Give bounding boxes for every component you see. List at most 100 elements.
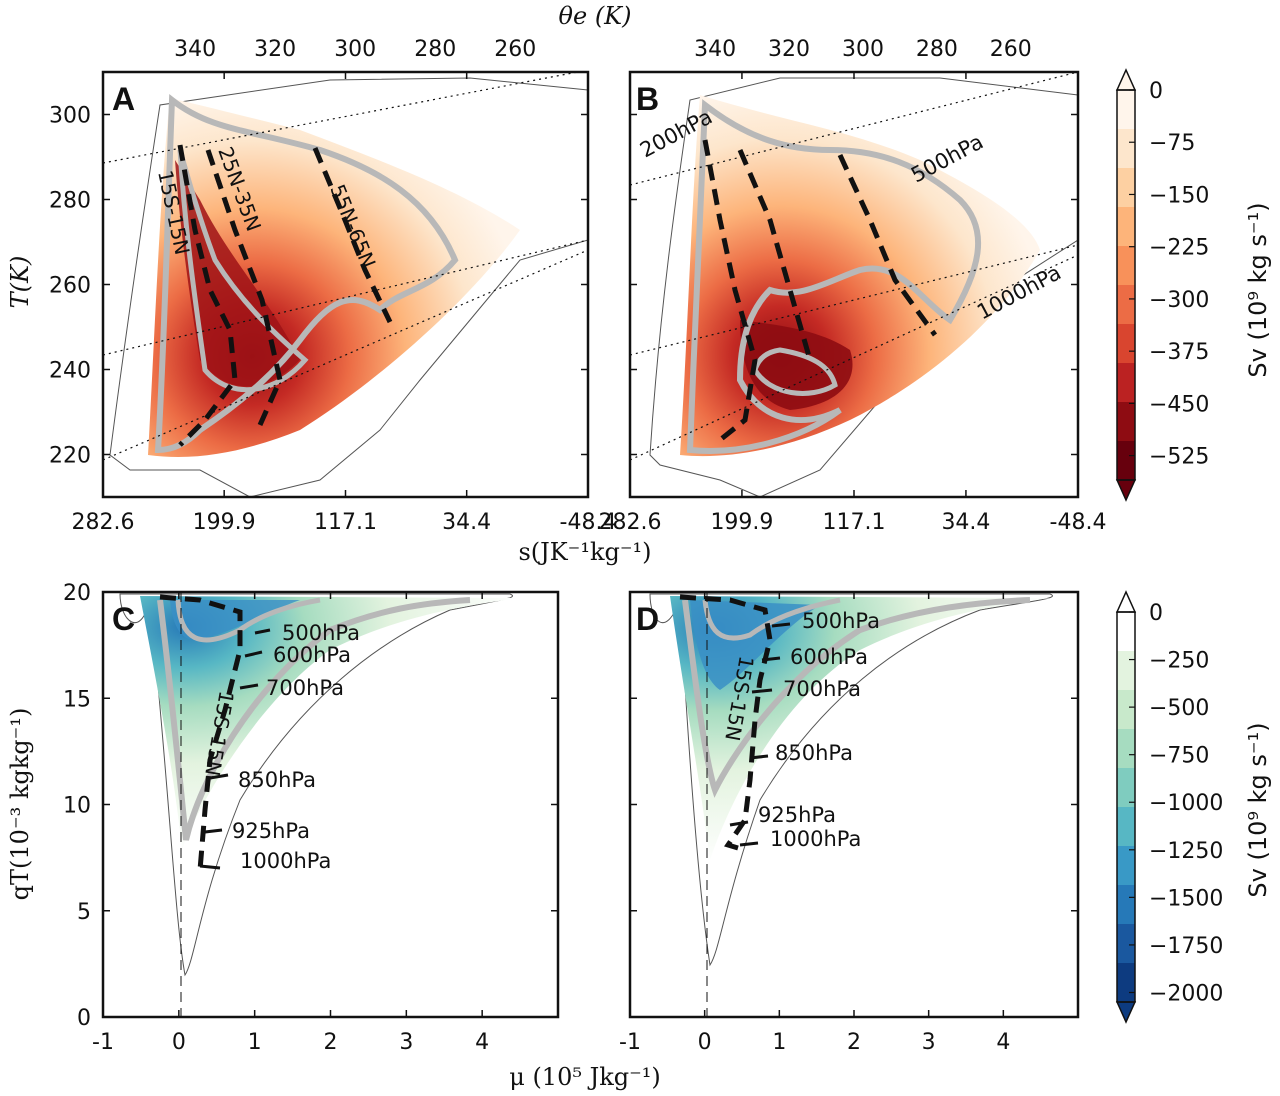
- panel-a-gray-contour: [154, 94, 459, 454]
- panel-b-dash-55n65n: [837, 153, 938, 337]
- panel-a-ytick-label: 260: [49, 274, 91, 299]
- colorbar-segment: [1117, 768, 1135, 808]
- colorbar-tick-label: −2000: [1149, 981, 1223, 1006]
- colorbar-segment: [1117, 924, 1135, 964]
- panel-c-annot-700: 700hPa: [266, 676, 344, 700]
- panel-d-core: [690, 600, 820, 690]
- panel-a-letter: A: [112, 81, 135, 117]
- panel-d-xtick-label: 1: [772, 1030, 786, 1055]
- panel-c-annot-925: 925hPa: [232, 819, 310, 843]
- colorbar-segment: [1117, 885, 1135, 925]
- panel-c-dash-1000: [199, 864, 221, 870]
- colorbar-tick-label: −300: [1149, 288, 1209, 313]
- panel-a-top-tick-label: 260: [494, 37, 536, 62]
- panel-d-xtick-label: 2: [847, 1030, 861, 1055]
- panel-c-dash-500: [254, 628, 271, 635]
- panel-a-dash-15s15n: [177, 144, 238, 447]
- colorbar-frame: [1116, 89, 1136, 481]
- panel-d-dash-1000: [739, 841, 759, 847]
- panel-d-gray-contour: [682, 597, 1031, 798]
- panel-d-dash-925: [729, 820, 749, 827]
- panel-d-gray-inner: [702, 597, 841, 641]
- panel-c-gray-inner: [175, 597, 321, 643]
- colorbar-segment: [1117, 402, 1135, 442]
- panel-d: [649, 592, 1053, 1017]
- colorbar-tick-label: −750: [1149, 744, 1209, 769]
- colorbar-tick-label: −1000: [1149, 791, 1223, 816]
- panel-a-outer-contour: [109, 77, 588, 497]
- colorbar-bottom-extend: [1115, 479, 1137, 502]
- panel-b-top-tick-label: 280: [916, 37, 958, 62]
- panel-a-top-tick-label: 280: [414, 37, 456, 62]
- panel-d-outer-contour: [649, 593, 1053, 967]
- panel-c-dash-600: [244, 650, 263, 658]
- panel-a-gray-contour-inner: [177, 149, 309, 393]
- panel-b-letter: B: [636, 81, 659, 117]
- colorbar-tick-label: 0: [1149, 79, 1163, 104]
- panel-a-xtick-label: 34.4: [442, 510, 491, 535]
- panel-d-xtick-label: 4: [996, 1030, 1010, 1055]
- panel-a-xtick-label: -48.4: [560, 510, 617, 535]
- panel-b-top-tick-label: 320: [768, 37, 810, 62]
- panel-a-dotted-1000: [103, 249, 588, 461]
- panel-d-dash-500: [771, 622, 791, 628]
- panel-c-core: [170, 600, 300, 640]
- colorbar-segment: [1117, 363, 1135, 403]
- panel-c-dash-925: [204, 828, 223, 834]
- colorbar-segment: [1117, 807, 1135, 847]
- colorbar-frame: [1116, 611, 1136, 1003]
- panel-b-xtick-label: 34.4: [941, 510, 990, 535]
- panel-b-xtick-label: 282.6: [599, 510, 662, 535]
- panel-c-annot-600: 600hPa: [273, 643, 351, 667]
- panel-c-ytick-label: 20: [63, 581, 91, 606]
- colorbar-segment: [1117, 690, 1135, 730]
- panel-d-dash-15s15n: [679, 594, 773, 851]
- panel-cd-xlabel: μ (10⁵ Jkg⁻¹): [509, 1063, 661, 1091]
- panel-b-xtick-label: 199.9: [710, 510, 773, 535]
- panel-a-dash-55n65n: [312, 147, 393, 324]
- panel-d-dash-600: [761, 656, 781, 662]
- panel-b-dotted-1000: [630, 254, 1078, 461]
- panel-a-ytick-label: 300: [49, 104, 91, 129]
- panel-c-xtick-label: 0: [172, 1030, 186, 1055]
- panel-d-xtick-label: -1: [619, 1030, 641, 1055]
- panel-d-dash-850: [749, 754, 769, 760]
- panel-a-dotted-500: [103, 239, 588, 356]
- colorbar-tick-label: −225: [1149, 236, 1209, 261]
- panel-a-ytick-label: 240: [49, 359, 91, 384]
- colorbar-blue-label: Sv (10⁹ kg s⁻¹): [1244, 722, 1272, 897]
- panel-c-ytick-label: 0: [77, 1006, 91, 1031]
- panel-c-ytick-label: 5: [77, 900, 91, 925]
- colorbar-tick-label: −450: [1149, 392, 1209, 417]
- panel-c-dash-700: [239, 683, 259, 690]
- colorbar-blue: 0 −250 −500 −750 −1000 −1250 −1500 −1750 −2000: [1115, 590, 1223, 1024]
- panel-d-annot-500: 500hPa: [802, 609, 880, 633]
- colorbar-segment: [1117, 729, 1135, 769]
- panel-b-dotted-500: [630, 244, 1078, 356]
- colorbar-orange: 0 −75 −150 −225 −300 −375 −450 −525: [1115, 68, 1209, 502]
- colorbar-segment: [1117, 651, 1135, 691]
- panel-c-xtick-label: 3: [399, 1030, 413, 1055]
- panel-c-xtick-label: 2: [324, 1030, 338, 1055]
- panel-d-annot-600: 600hPa: [790, 645, 868, 669]
- colorbar-segment: [1117, 324, 1135, 364]
- colorbar-top-extend: [1115, 590, 1137, 613]
- colorbar-top-extend: [1115, 68, 1137, 91]
- panel-c-annot-1000: 1000hPa: [240, 849, 331, 873]
- panel-b-top-tick-label: 300: [842, 37, 884, 62]
- colorbar-segment: [1117, 441, 1135, 481]
- panel-c-annot-500: 500hPa: [282, 621, 360, 645]
- panel-d-annot-1000: 1000hPa: [770, 827, 861, 851]
- panel-d-annot-700: 700hPa: [783, 677, 861, 701]
- panel-c-xtick-label: 1: [248, 1030, 262, 1055]
- colorbar-orange-label: Sv (10⁹ kg s⁻¹): [1244, 202, 1272, 377]
- colorbar-tick-label: −375: [1149, 340, 1209, 365]
- panel-d-dash-700: [751, 688, 773, 694]
- panel-c-flux-field: [140, 596, 520, 850]
- panel-c-ytick-label: 10: [63, 794, 91, 819]
- panel-a-xtick-label: 199.9: [193, 510, 256, 535]
- panel-a-ytick-label: 280: [49, 189, 91, 214]
- top-axis-title: θe (K): [559, 2, 632, 30]
- colorbar-segment: [1117, 207, 1135, 247]
